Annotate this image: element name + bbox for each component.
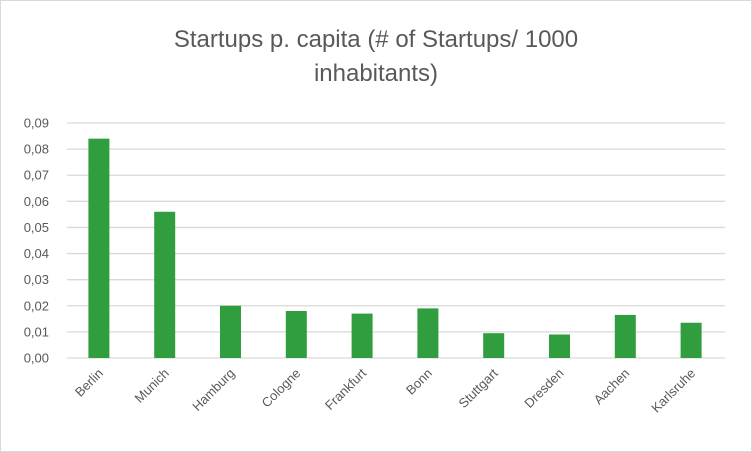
- bar: [680, 322, 702, 358]
- x-tick-label: Frankfurt: [322, 365, 370, 413]
- y-tick-label: 0,02: [24, 298, 49, 313]
- bar: [549, 334, 570, 358]
- x-tick-label: Karlsruhe: [648, 366, 698, 416]
- y-tick-label: 0,04: [24, 246, 49, 261]
- y-tick-label: 0,01: [24, 324, 49, 339]
- x-tick-label: Cologne: [259, 366, 304, 411]
- x-tick-label: Dresden: [521, 366, 566, 411]
- bar: [154, 211, 176, 358]
- y-tick-label: 0,05: [24, 220, 49, 235]
- x-tick-label: Stuttgart: [455, 365, 501, 411]
- y-tick-label: 0,03: [24, 272, 49, 287]
- bar: [614, 314, 636, 358]
- y-tick-label: 0,07: [24, 168, 49, 183]
- x-tick-label: Aachen: [591, 366, 633, 408]
- x-tick-label: Munich: [132, 366, 172, 406]
- x-tick-label: Bonn: [403, 366, 435, 398]
- bar: [88, 138, 110, 358]
- x-tick-label: Berlin: [72, 366, 106, 400]
- bar: [483, 333, 505, 358]
- chart-title-line1: Startups p. capita (# of Startups/ 1000: [173, 26, 579, 53]
- y-tick-label: 0,09: [24, 116, 49, 131]
- y-tick-label: 0,08: [24, 142, 49, 157]
- bar: [285, 311, 307, 358]
- x-tick-label: Hamburg: [189, 366, 237, 414]
- chart-title: Startups p. capita (# of Startups/ 1000 …: [1, 23, 751, 91]
- chart-title-line2: inhabitants): [313, 60, 439, 87]
- y-tick-label: 0,00: [24, 351, 49, 366]
- y-tick-label: 0,06: [24, 194, 49, 209]
- bar: [351, 313, 373, 358]
- bar: [417, 308, 439, 358]
- bar: [220, 305, 241, 358]
